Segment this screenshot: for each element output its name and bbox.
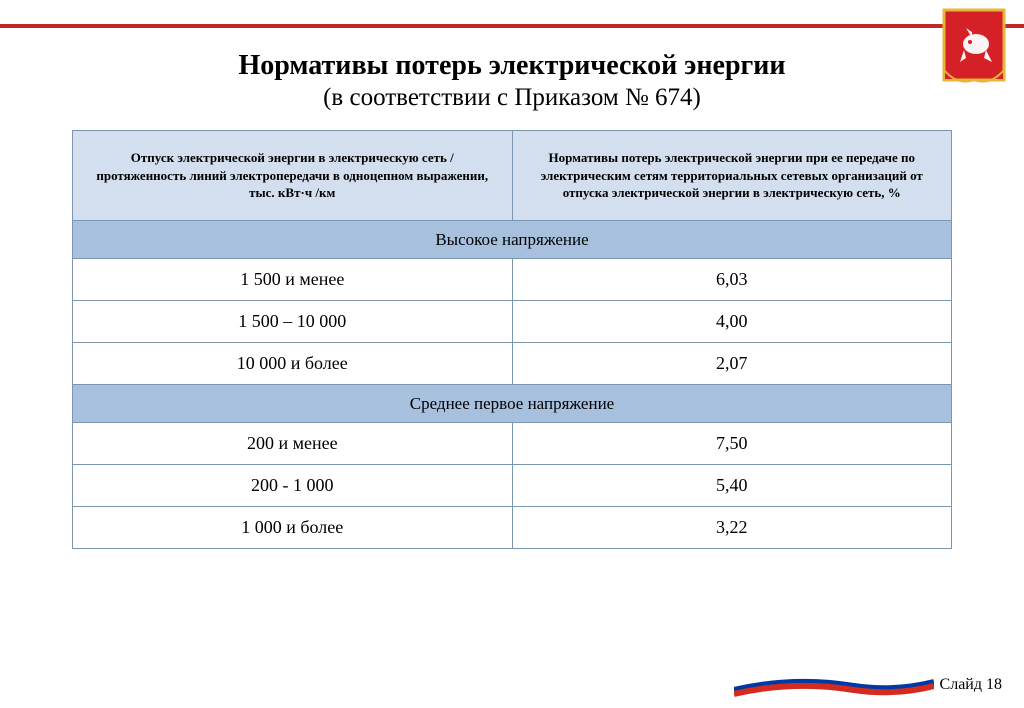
table-cell-value: 5,40 (512, 465, 952, 507)
table-cell-range: 1 500 и менее (73, 259, 513, 301)
norms-table: Отпуск электрической энергии в электриче… (72, 130, 952, 549)
section-header-medium-voltage: Среднее первое напряжение (73, 385, 952, 423)
table-cell-value: 3,22 (512, 507, 952, 549)
flag-swoosh-icon (734, 670, 934, 700)
table-cell-range: 1 000 и более (73, 507, 513, 549)
table-cell-value: 6,03 (512, 259, 952, 301)
title-block: Нормативы потерь электрической энергии (… (0, 0, 1024, 112)
table-cell-value: 2,07 (512, 343, 952, 385)
table-cell-value: 7,50 (512, 423, 952, 465)
section-header-high-voltage: Высокое напряжение (73, 221, 952, 259)
page-title: Нормативы потерь электрической энергии (0, 50, 1024, 82)
page-subtitle: (в соответствии с Приказом № 674) (0, 84, 1024, 112)
table-cell-value: 4,00 (512, 301, 952, 343)
table-cell-range: 200 и менее (73, 423, 513, 465)
table-cell-range: 200 - 1 000 (73, 465, 513, 507)
table-cell-range: 1 500 – 10 000 (73, 301, 513, 343)
slide-number: Слайд 18 (940, 676, 1002, 694)
column-header-range: Отпуск электрической энергии в электриче… (73, 131, 513, 221)
top-accent-bar (0, 24, 1024, 28)
region-emblem-icon (942, 8, 1006, 86)
table-cell-range: 10 000 и более (73, 343, 513, 385)
column-header-value: Нормативы потерь электрической энергии п… (512, 131, 952, 221)
